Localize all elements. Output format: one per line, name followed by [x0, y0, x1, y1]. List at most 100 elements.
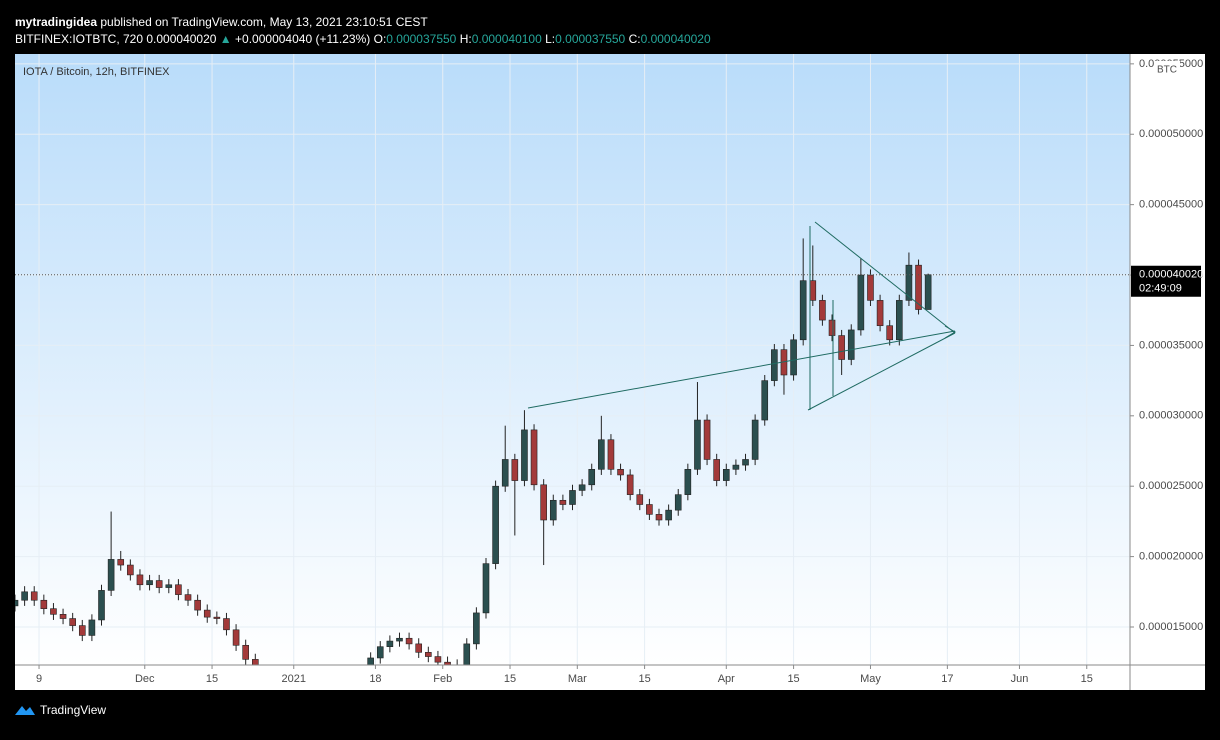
candle-body — [646, 504, 653, 515]
o-label: O: — [373, 32, 387, 46]
x-tick-label: Dec — [135, 673, 155, 685]
candle-body — [819, 300, 826, 321]
header: mytradingidea published on TradingView.c… — [15, 14, 711, 48]
candle-body — [15, 599, 19, 607]
candle-body — [713, 459, 720, 481]
y-tick-label: 0.000045000 — [1139, 199, 1203, 211]
author: mytradingidea — [15, 15, 98, 29]
candle-body — [742, 459, 749, 466]
candle-body — [722, 469, 730, 481]
candle-body — [790, 339, 797, 376]
x-tick-label: 17 — [941, 673, 953, 685]
x-tick-label: 15 — [504, 673, 516, 685]
brand: TradingView — [40, 703, 107, 717]
y-tick-label: 0.000025000 — [1139, 480, 1203, 492]
candle-body — [482, 563, 490, 614]
candle-body — [694, 419, 701, 470]
candle-body — [915, 264, 922, 310]
c: 0.000040020 — [640, 32, 711, 46]
change: +0.000004040 (+11.23%) — [235, 32, 371, 46]
y-tick-label: 0.000020000 — [1139, 551, 1203, 563]
candle-body — [588, 469, 596, 486]
candle-body — [367, 657, 374, 665]
candle-body — [223, 618, 230, 631]
candle-body — [386, 640, 394, 647]
candle-body — [598, 439, 605, 470]
candle-body — [896, 300, 903, 341]
countdown: 02:49:09 — [1139, 283, 1182, 295]
candle-body — [521, 429, 528, 481]
candle-body — [30, 591, 38, 601]
x-tick-label: 15 — [206, 673, 218, 685]
candle-body — [175, 584, 182, 595]
last-price-label: 0.000040020 — [1139, 269, 1203, 281]
candle-body — [146, 580, 153, 586]
last-price-box — [1131, 265, 1201, 297]
c-label: C: — [628, 32, 641, 46]
axes: 0.000015000 0.000020000 0.000025000 0.00003… — [36, 58, 1203, 685]
footer-bg — [0, 692, 1220, 740]
candle-body — [905, 264, 913, 301]
x-tick-label: 15 — [1081, 673, 1093, 685]
candle-body — [376, 646, 384, 659]
x-tick-label: Mar — [568, 673, 587, 685]
candle-body — [21, 591, 28, 601]
candle-body — [425, 652, 432, 657]
candle-body — [665, 509, 672, 521]
candle-body — [107, 559, 115, 591]
candles — [15, 238, 1130, 665]
candle-body — [636, 494, 644, 505]
arrow: ▲ — [219, 32, 232, 46]
candle-body — [732, 464, 740, 470]
candle-body — [530, 429, 538, 486]
candle-body — [549, 499, 557, 521]
candle-body — [924, 274, 932, 310]
y-tick-label: 0.000035000 — [1139, 339, 1203, 351]
candle-body — [684, 469, 692, 495]
grid — [15, 54, 1130, 665]
trend-line — [527, 330, 956, 409]
candle-body — [98, 590, 105, 621]
candle-body — [194, 599, 201, 611]
candle-body — [59, 614, 67, 619]
candle-body — [127, 564, 134, 576]
candle-body — [232, 629, 240, 646]
candle-body — [473, 612, 480, 645]
candle-body — [501, 459, 509, 487]
candle-body — [617, 469, 624, 476]
candle-body — [165, 584, 173, 588]
x-tick-label: 9 — [36, 673, 42, 685]
x-tick-label: May — [860, 673, 881, 685]
candle-body — [828, 319, 836, 336]
candle-body — [771, 349, 778, 381]
trend-line — [814, 221, 956, 334]
footer: TradingView — [14, 703, 106, 717]
arrow-head — [944, 325, 956, 339]
x-tick-label: 15 — [787, 673, 799, 685]
candle-body — [50, 608, 57, 615]
candle-body — [847, 329, 855, 360]
candle-body — [184, 594, 192, 601]
candle-body — [674, 494, 682, 511]
candle-body — [88, 619, 96, 636]
candle-body — [242, 644, 249, 660]
candle-body — [405, 637, 413, 645]
y-tick-label: 0.000050000 — [1139, 128, 1203, 140]
o: 0.000037550 — [386, 32, 457, 46]
candle-body — [511, 459, 519, 481]
candle-body — [569, 490, 576, 505]
unit-box — [1154, 61, 1180, 77]
price: 0.000040020 — [146, 32, 217, 46]
header-line-1: mytradingidea published on TradingView.c… — [15, 14, 711, 31]
candle-body — [626, 474, 634, 495]
y-tick-label: 0.000015000 — [1139, 621, 1203, 633]
candle-body — [463, 643, 471, 665]
candle-body — [876, 300, 884, 327]
l-label: L: — [545, 32, 556, 46]
h-label: H: — [459, 32, 472, 46]
x-tick-label: 2021 — [282, 673, 306, 685]
candle-body — [434, 656, 442, 663]
candle-body — [40, 599, 48, 609]
l: 0.000037550 — [555, 32, 626, 46]
